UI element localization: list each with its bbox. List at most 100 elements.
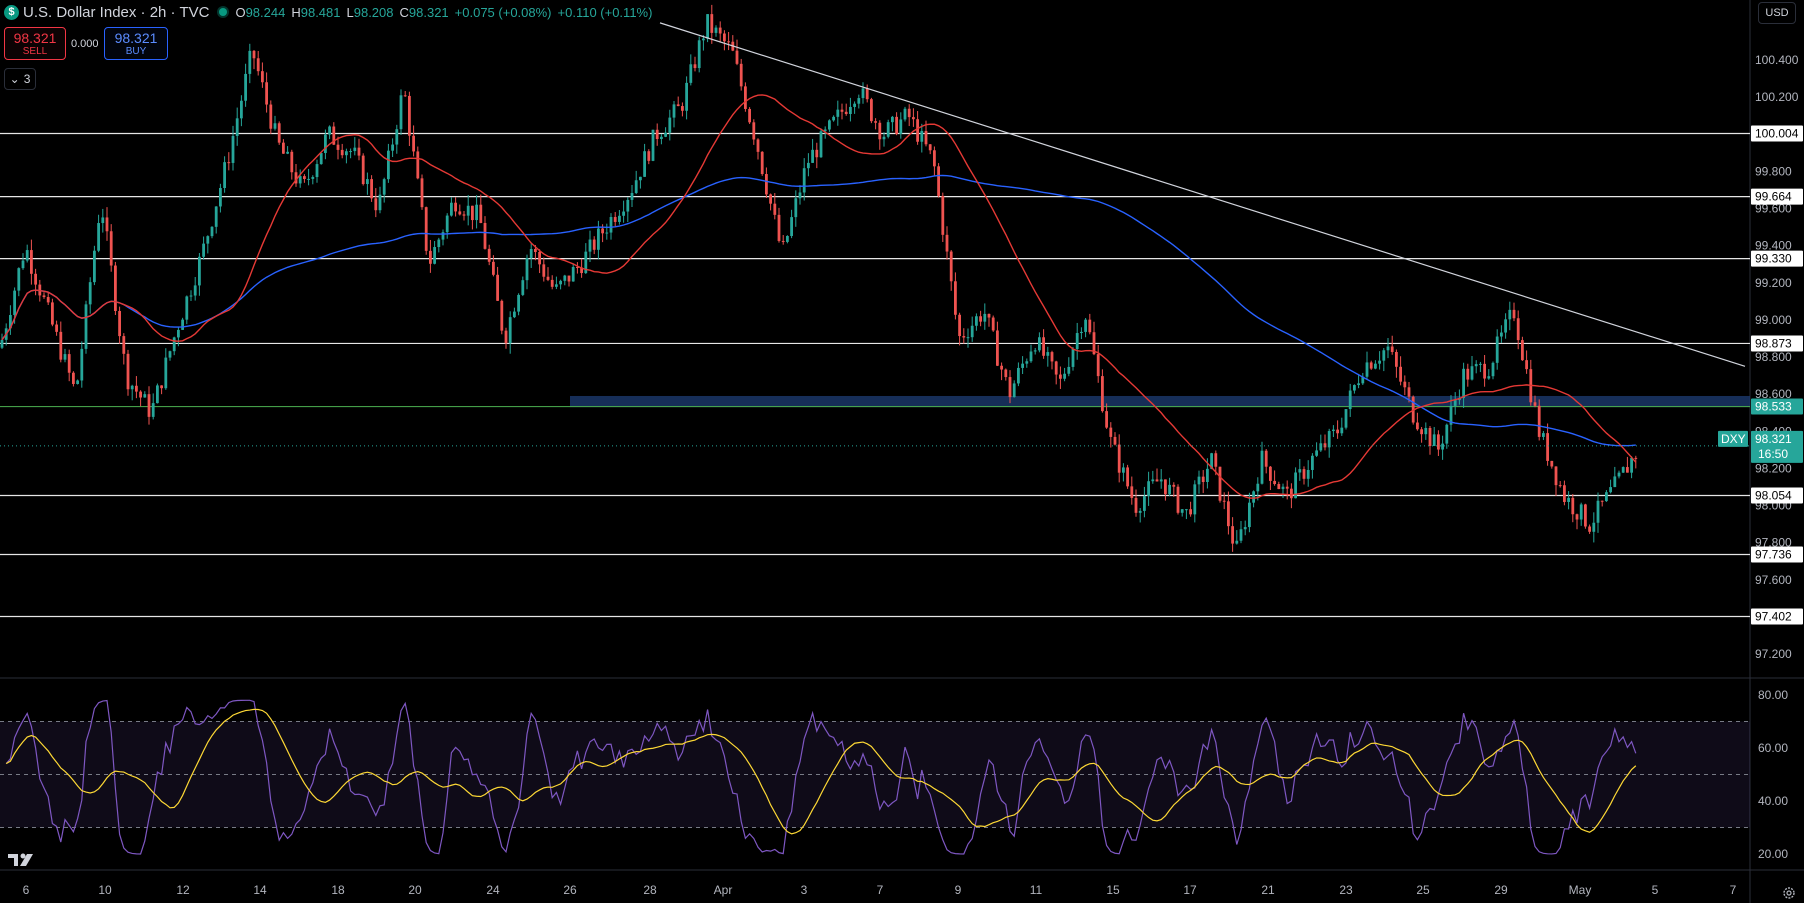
candle-body [227,162,231,164]
candle-body [996,330,999,366]
candle-body [1075,333,1079,350]
candle-body [429,250,432,264]
candle-body [1193,484,1197,515]
time-tick-label: 6 [23,883,30,897]
candle-body [1516,318,1520,341]
candle-body [903,108,907,120]
candle-body [1428,427,1432,447]
candle-body [370,179,373,199]
price-tick-label: 99.600 [1755,202,1792,216]
candle-body [277,123,281,143]
sell-button[interactable]: 98.321 SELL [4,27,66,60]
candle-body [382,179,386,195]
candle-body [1327,431,1331,448]
candle-body [357,147,361,156]
candle-body [1273,480,1276,485]
currency-button[interactable]: USD [1758,2,1796,24]
candle-body [340,149,344,156]
time-tick-label: 15 [1106,883,1120,897]
candle-body [349,151,352,153]
candle-body [781,240,785,242]
candle-body [202,243,205,257]
candle-body [542,264,546,277]
slow-moving-average-line [1,174,1636,447]
candle-body [1143,496,1146,511]
candle-body [147,394,151,417]
indicators-toggle-button[interactable]: ⌄ 3 [4,68,36,90]
time-tick-label: 10 [98,883,112,897]
countdown-value: 16:50 [1758,447,1788,461]
candle-body [454,202,457,212]
candle-body [681,106,684,111]
candle-body [1441,443,1444,450]
candle-body [1315,450,1318,456]
candle-body [563,275,567,281]
candle-body [605,232,609,234]
symbol-title[interactable]: U.S. Dollar Index · 2h · TVC [23,3,210,21]
buy-price: 98.321 [114,30,158,46]
candle-body [1386,346,1390,351]
candle-body [706,14,709,39]
candle-body [1029,351,1033,362]
candle-body [760,151,764,175]
candle-body [172,337,176,352]
dollar-icon: $ [4,4,19,20]
price-tick-label: 99.000 [1755,313,1792,327]
candle-body [1416,422,1419,430]
sell-label: SELL [22,46,48,57]
time-tick-label: 21 [1261,883,1275,897]
level-tag-label: 98.533 [1755,400,1792,414]
candle-body [710,14,714,33]
buy-button[interactable]: 98.321 BUY [104,27,168,60]
candle-body [378,194,382,211]
candle-body [773,203,777,215]
time-tick-label: May [1569,883,1592,897]
candle-body [870,99,873,122]
candle-body [97,223,100,251]
candle-body [130,385,134,390]
time-tick-label: 11 [1030,883,1043,897]
tradingview-logo-icon[interactable] [8,852,40,868]
candle-body [1155,479,1159,482]
candle-body [1080,331,1083,334]
candle-body [1630,457,1633,473]
candle-body [424,207,428,251]
candle-body [525,258,529,281]
candle-body [1323,443,1327,448]
candle-body [319,153,323,165]
candle-body [403,95,407,97]
candle-body [244,73,247,101]
candle-body [878,122,882,140]
candle-body [1277,484,1281,490]
candle-body [496,274,499,301]
candle-body [529,249,533,259]
candle-body [1306,469,1310,479]
candle-body [177,329,180,338]
candle-body [601,228,604,234]
candle-body [655,129,659,140]
candle-body [1382,350,1386,361]
candle-body [391,144,394,151]
time-tick-label: 23 [1339,883,1353,897]
candle-body [122,336,126,354]
candle-body [811,149,814,163]
fast-moving-average-line [1,94,1637,499]
candle-body [1311,455,1314,470]
gear-icon[interactable] [1782,886,1796,900]
candle-body [676,104,680,107]
time-tick-label: 26 [563,883,577,897]
price-tick-label: 97.800 [1755,536,1792,550]
candle-body [769,194,772,204]
candle-body [975,316,978,326]
candle-body [1294,472,1297,499]
spread-value: 0.000 [71,38,99,50]
last-price-value: 98.321 [1755,432,1792,446]
candle-body [466,205,470,216]
candle-body [588,239,592,252]
level-tag-box [1751,250,1803,267]
candle-body [1348,390,1352,410]
candle-body [1210,453,1213,469]
candle-body [1159,479,1163,482]
candle-body [55,324,58,332]
